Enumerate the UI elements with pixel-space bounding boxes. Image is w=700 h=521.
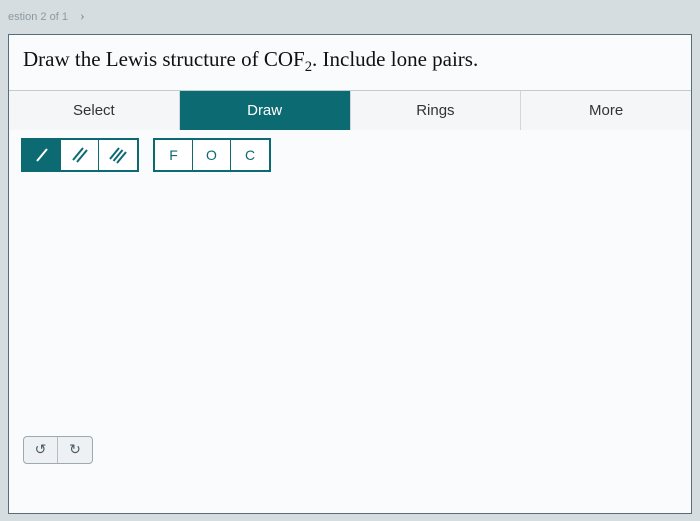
element-c-button[interactable]: C xyxy=(231,140,269,170)
toolbar: F O C xyxy=(9,130,691,180)
tool-tabs: Select Draw Rings More xyxy=(9,91,691,130)
double-bond-icon xyxy=(69,146,91,164)
question-prefix: Draw the Lewis structure of COF xyxy=(23,47,305,71)
redo-icon: ↻ xyxy=(69,442,81,459)
question-suffix: . Include lone pairs. xyxy=(312,47,478,71)
undo-icon: ↺ xyxy=(35,442,47,459)
redo-button[interactable]: ↻ xyxy=(58,437,92,463)
element-group: F O C xyxy=(153,138,271,172)
breadcrumb-text: estion 2 of 1 xyxy=(8,11,68,23)
editor-panel: Draw the Lewis structure of COF2. Includ… xyxy=(8,34,692,514)
breadcrumb: estion 2 of 1 › xyxy=(8,8,692,26)
question-text: Draw the Lewis structure of COF2. Includ… xyxy=(9,35,691,91)
triple-bond-button[interactable] xyxy=(99,140,137,170)
undo-button[interactable]: ↺ xyxy=(24,437,58,463)
question-subscript: 2 xyxy=(305,59,312,75)
tab-draw[interactable]: Draw xyxy=(180,91,351,130)
bond-group xyxy=(21,138,139,172)
element-f-button[interactable]: F xyxy=(155,140,193,170)
triple-bond-icon xyxy=(107,146,129,164)
drawing-canvas[interactable]: ↺ ↻ xyxy=(9,180,691,480)
tab-select[interactable]: Select xyxy=(9,91,180,130)
tab-more[interactable]: More xyxy=(521,91,691,130)
single-bond-button[interactable] xyxy=(23,140,61,170)
undo-redo-group: ↺ ↻ xyxy=(23,436,93,464)
element-o-button[interactable]: O xyxy=(193,140,231,170)
tab-rings[interactable]: Rings xyxy=(351,91,522,130)
double-bond-button[interactable] xyxy=(61,140,99,170)
chevron-right-icon: › xyxy=(80,9,85,25)
single-bond-icon xyxy=(31,146,53,164)
